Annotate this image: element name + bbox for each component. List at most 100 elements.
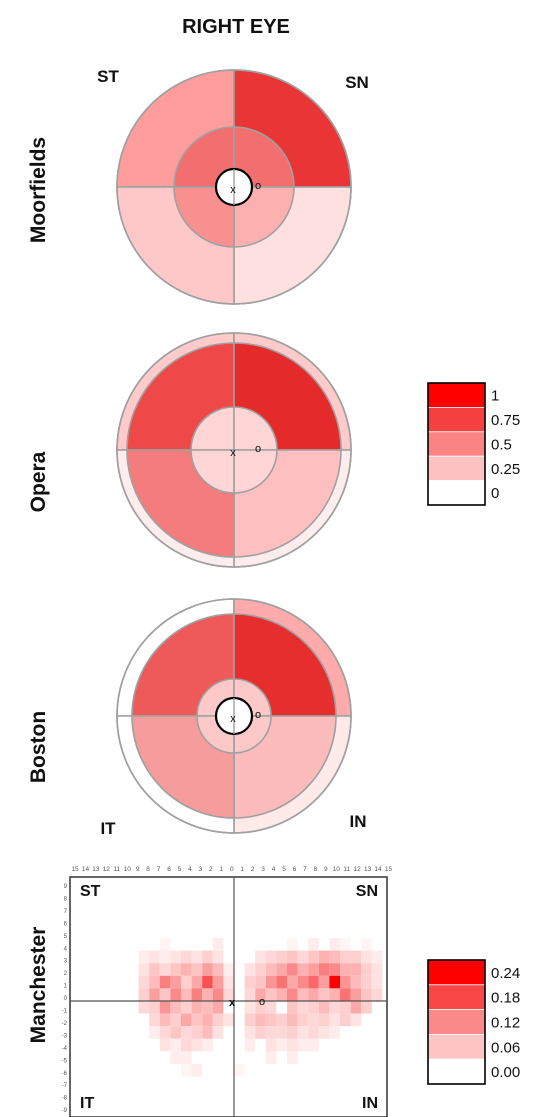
heatmap-cell: [287, 938, 298, 951]
heatmap-cell: [181, 1013, 192, 1027]
heatmap-cell: [361, 938, 372, 951]
heatmap-cell: [297, 963, 309, 976]
y-tick-label: -9: [62, 1108, 68, 1114]
heatmap-cell: [287, 1038, 298, 1052]
heatmap-cell: [159, 1026, 171, 1039]
opera-fovea-marker: x: [230, 447, 236, 459]
heatmap-cell: [350, 1013, 362, 1027]
heatmap-cell: [287, 1013, 298, 1027]
heatmap-cell: [191, 1026, 203, 1039]
figure-title: RIGHT EYE: [182, 16, 290, 38]
heatmap-cell: [170, 1001, 181, 1014]
heatmap-cell: [170, 975, 181, 989]
y-tick-label: 6: [64, 921, 68, 927]
heatmap-cell: [297, 1013, 309, 1027]
heatmap-cell: [170, 1051, 181, 1064]
heatmap-cell: [244, 1038, 256, 1052]
heatmap-cell: [265, 1038, 277, 1052]
heatmap-cell: [308, 1038, 319, 1052]
heatmap-cell: [149, 1026, 160, 1039]
boston-optic-disc-marker: o: [255, 709, 261, 721]
heatmap-cell: [340, 938, 351, 951]
moorfields-optic-disc-marker: o: [255, 180, 261, 192]
heatmap-cell: [297, 950, 309, 964]
sector-legend-swatch: [427, 455, 486, 482]
heatmap-cell: [202, 963, 213, 976]
heatmap-cell: [350, 950, 362, 964]
x-tick-label: 6: [167, 866, 171, 873]
heatmap-cell: [276, 975, 287, 989]
grid-legend-swatch: [427, 1034, 486, 1060]
heatmap-cell: [181, 963, 192, 976]
grid-legend-label: 0.06: [491, 1039, 520, 1056]
y-tick-label: 5: [64, 934, 68, 940]
manchester-fovea-marker: x: [229, 997, 236, 1009]
heatmap-cell: [265, 988, 277, 1001]
y-tick-label: -4: [62, 1046, 68, 1052]
grid-legend-swatch: [427, 959, 486, 986]
x-tick-label: 8: [314, 866, 318, 873]
y-tick-label: 0: [64, 996, 68, 1002]
grid-legend-swatch: [427, 1009, 486, 1035]
sector-legend-label: 0.25: [491, 461, 520, 478]
manchester-color-legend: 0.24 0.18 0.12 0.06 0.00: [427, 959, 520, 1085]
heatmap-cell: [244, 963, 256, 976]
x-tick-label: 5: [282, 866, 286, 873]
heatmap-cell: [255, 988, 266, 1001]
heatmap-cell: [361, 1001, 372, 1014]
heatmap-cell: [340, 988, 351, 1001]
sector-legend-swatch: [427, 406, 486, 433]
opera-ring3-in-sector: [233, 449, 278, 494]
heatmap-cell: [138, 963, 150, 976]
heatmap-cell: [329, 1001, 340, 1014]
heatmap-cell: [350, 988, 362, 1001]
heatmap-cell: [149, 1013, 160, 1027]
grid-legend-swatch: [427, 1058, 486, 1085]
heatmap-cell: [181, 988, 192, 1001]
heatmap-cell: [276, 1013, 287, 1027]
heatmap-cell: [255, 1013, 266, 1027]
heatmap-cell: [287, 963, 298, 976]
heatmap-cell: [265, 950, 277, 964]
heatmap-cell: [149, 950, 160, 964]
heatmap-cell: [287, 988, 298, 1001]
heatmap-cell: [181, 1001, 192, 1014]
heatmap-cell: [318, 975, 330, 989]
heatmap-cell: [202, 1001, 213, 1014]
heatmap-cell: [329, 963, 340, 976]
heatmap-cell: [223, 975, 234, 989]
x-tick-label: 1: [219, 866, 223, 873]
heatmap-cell: [212, 988, 224, 1001]
manchester-y-ticks: 9 8 7 6 5 4 3 2 1 0 -1 -2 -3 -4 -5 -6 -7 -8 -9: [62, 884, 68, 1114]
x-tick-label: 2: [251, 866, 255, 873]
heatmap-cell: [371, 950, 383, 964]
heatmap-cell: [276, 1038, 287, 1052]
heatmap-cell: [308, 938, 319, 951]
boston-fovea-marker: x: [230, 713, 236, 725]
manchester-x-ticks: 15 14 13 12 11 10 9 8 7 6 5 4 3 2 1 0 1 2 3 4 5 6 7 8 9 10 11 12 13 1…: [71, 866, 392, 873]
x-tick-label: 10: [333, 866, 341, 873]
x-tick-label: 1: [240, 866, 244, 873]
heatmap-cell: [265, 1051, 277, 1064]
heatmap-cell: [297, 975, 309, 989]
heatmap-cell: [191, 1064, 203, 1077]
heatmap-cell: [350, 975, 362, 989]
y-tick-label: -7: [62, 1083, 68, 1089]
heatmap-cell: [265, 975, 277, 989]
heatmap-cell: [159, 963, 171, 976]
grid-legend-label: 0.24: [491, 965, 520, 982]
heatmap-cell: [159, 988, 171, 1001]
heatmap-cell: [149, 988, 160, 1001]
x-tick-label: 0: [230, 866, 234, 873]
heatmap-cell: [244, 988, 256, 1001]
moorfields-label: Moorfields: [27, 137, 50, 243]
heatmap-cell: [265, 963, 277, 976]
x-tick-label: 5: [178, 866, 182, 873]
heatmap-cell: [212, 975, 224, 989]
heatmap-cell: [371, 963, 383, 976]
boston-in-label: IN: [350, 812, 367, 831]
heatmap-cell: [181, 950, 192, 964]
opera-ring3-it-sector: [190, 449, 235, 494]
heatmap-cell: [223, 1013, 234, 1027]
